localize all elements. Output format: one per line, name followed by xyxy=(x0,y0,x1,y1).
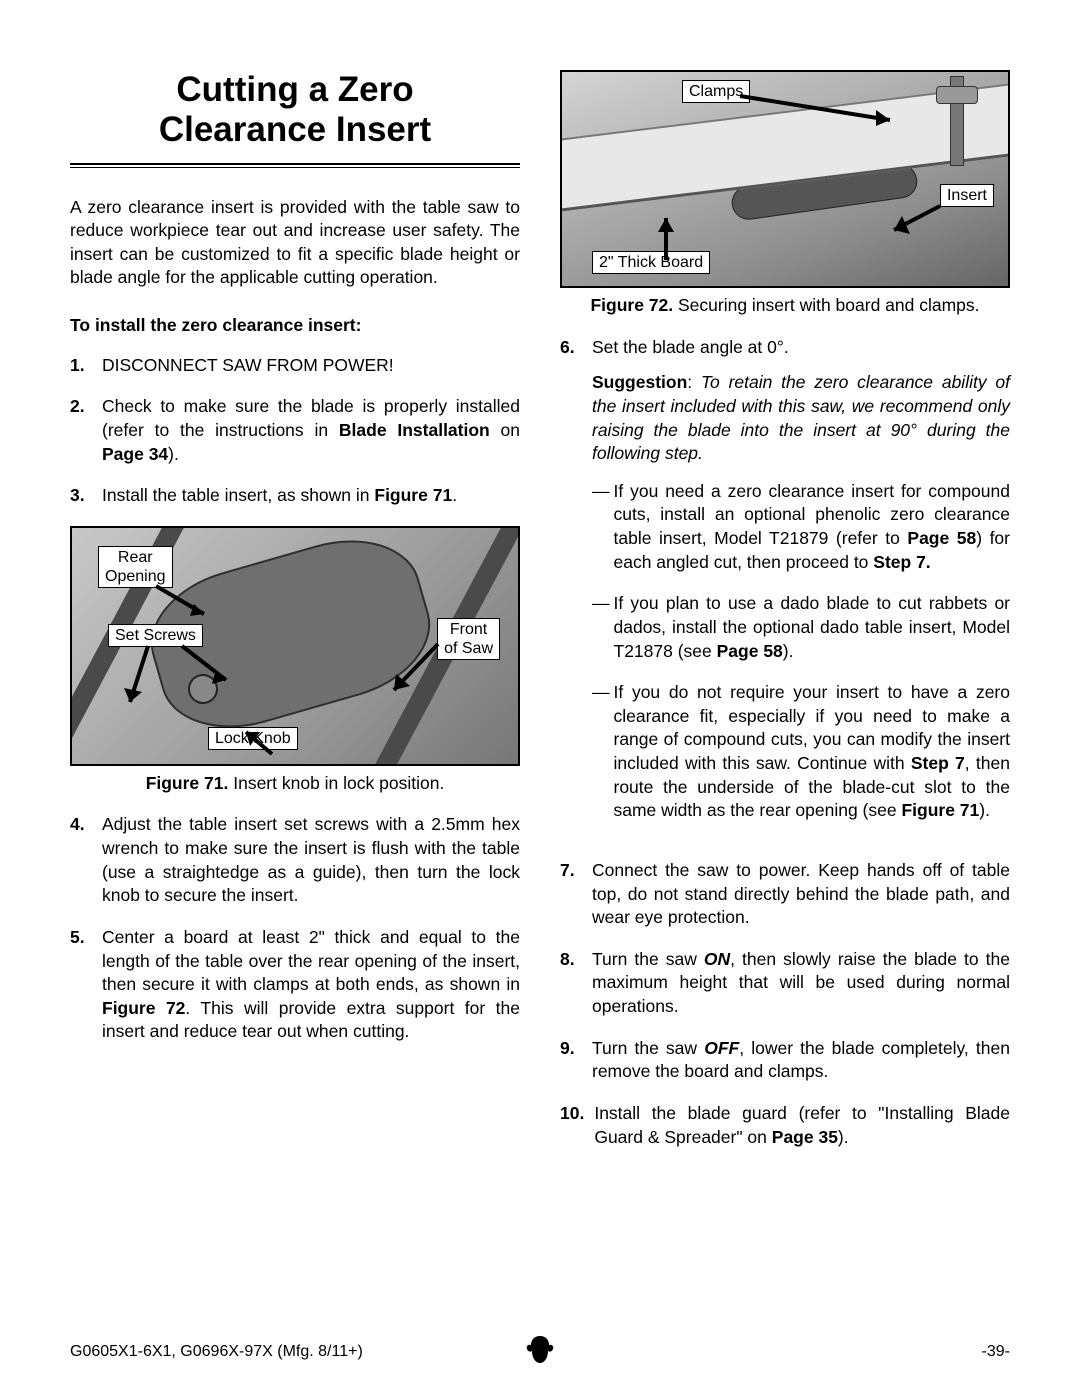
arrow-icon xyxy=(652,212,682,262)
arrow-icon xyxy=(182,646,242,696)
arrow-icon xyxy=(888,202,948,242)
step-4: 4.Adjust the table insert set screws wit… xyxy=(70,813,520,908)
right-column: Clamps Insert 2" Thick Board Figure 72. … xyxy=(560,70,1010,1167)
arrow-icon xyxy=(156,586,216,626)
page-footer: G0605X1-6X1, G0696X-97X (Mfg. 8/11+) -39… xyxy=(70,1343,1010,1361)
arrow-icon xyxy=(388,644,448,704)
label-set-screws: Set Screws xyxy=(108,624,203,647)
step-6: 6. Set the blade angle at 0°. Suggestion… xyxy=(560,336,1010,841)
label-insert: Insert xyxy=(940,184,994,207)
footer-page-number: -39- xyxy=(982,1343,1010,1361)
step-3: 3.Install the table insert, as shown in … xyxy=(70,484,520,508)
dash-item-2: —If you plan to use a dado blade to cut … xyxy=(592,592,1010,663)
title-line-1: Cutting a Zero xyxy=(176,70,413,109)
arrow-icon xyxy=(242,728,282,758)
figure-71: Rear Opening Set Screws Lock Knob Front … xyxy=(70,526,520,766)
arrow-icon xyxy=(128,646,178,716)
intro-paragraph: A zero clearance insert is provided with… xyxy=(70,196,520,291)
procedure-lead: To install the zero clearance insert: xyxy=(70,314,520,338)
suggestion: Suggestion: To retain the zero clearance… xyxy=(592,371,1010,466)
step-7: 7.Connect the saw to power. Keep hands o… xyxy=(560,859,1010,930)
figure-71-caption: Figure 71. Insert knob in lock position. xyxy=(70,772,520,796)
step-1: 1.DISCONNECT SAW FROM POWER! xyxy=(70,354,520,378)
figure-72: Clamps Insert 2" Thick Board xyxy=(560,70,1010,288)
footer-model: G0605X1-6X1, G0696X-97X (Mfg. 8/11+) xyxy=(70,1343,363,1361)
dash-item-3: —If you do not require your insert to ha… xyxy=(592,681,1010,823)
figure-72-caption: Figure 72. Securing insert with board an… xyxy=(560,294,1010,318)
step-9: 9.Turn the saw OFF, lower the blade comp… xyxy=(560,1037,1010,1084)
step-10: 10.Install the blade guard (refer to "In… xyxy=(560,1102,1010,1149)
steps-list-b: 4.Adjust the table insert set screws wit… xyxy=(70,813,520,1044)
dash-item-1: —If you need a zero clearance insert for… xyxy=(592,480,1010,575)
step-8: 8.Turn the saw ON, then slowly raise the… xyxy=(560,948,1010,1019)
arrow-icon xyxy=(740,86,900,136)
steps-list-c: 6. Set the blade angle at 0°. Suggestion… xyxy=(560,336,1010,1150)
step-2: 2.Check to make sure the blade is proper… xyxy=(70,395,520,466)
left-column: Cutting a Zero Clearance Insert A zero c… xyxy=(70,70,520,1167)
page-title: Cutting a Zero Clearance Insert xyxy=(70,70,520,151)
step-5: 5.Center a board at least 2" thick and e… xyxy=(70,926,520,1044)
title-line-2: Clearance Insert xyxy=(159,110,431,149)
title-rule xyxy=(70,163,520,168)
bear-logo-icon xyxy=(523,1333,557,1372)
label-rear-opening: Rear Opening xyxy=(98,546,173,588)
steps-list-a: 1.DISCONNECT SAW FROM POWER! 2.Check to … xyxy=(70,354,520,508)
